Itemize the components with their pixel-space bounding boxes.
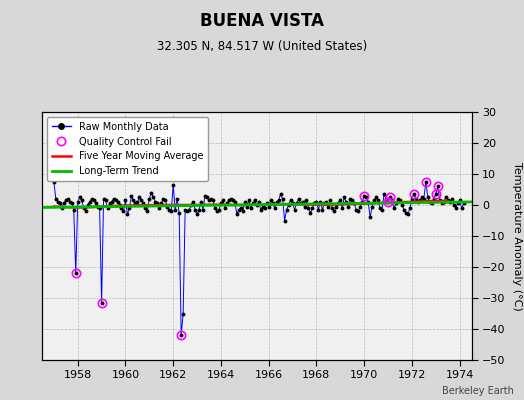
Text: BUENA VISTA: BUENA VISTA — [200, 12, 324, 30]
Y-axis label: Temperature Anomaly (°C): Temperature Anomaly (°C) — [512, 162, 522, 310]
Text: Berkeley Earth: Berkeley Earth — [442, 386, 514, 396]
Legend: Raw Monthly Data, Quality Control Fail, Five Year Moving Average, Long-Term Tren: Raw Monthly Data, Quality Control Fail, … — [47, 117, 208, 181]
Text: 32.305 N, 84.517 W (United States): 32.305 N, 84.517 W (United States) — [157, 40, 367, 53]
